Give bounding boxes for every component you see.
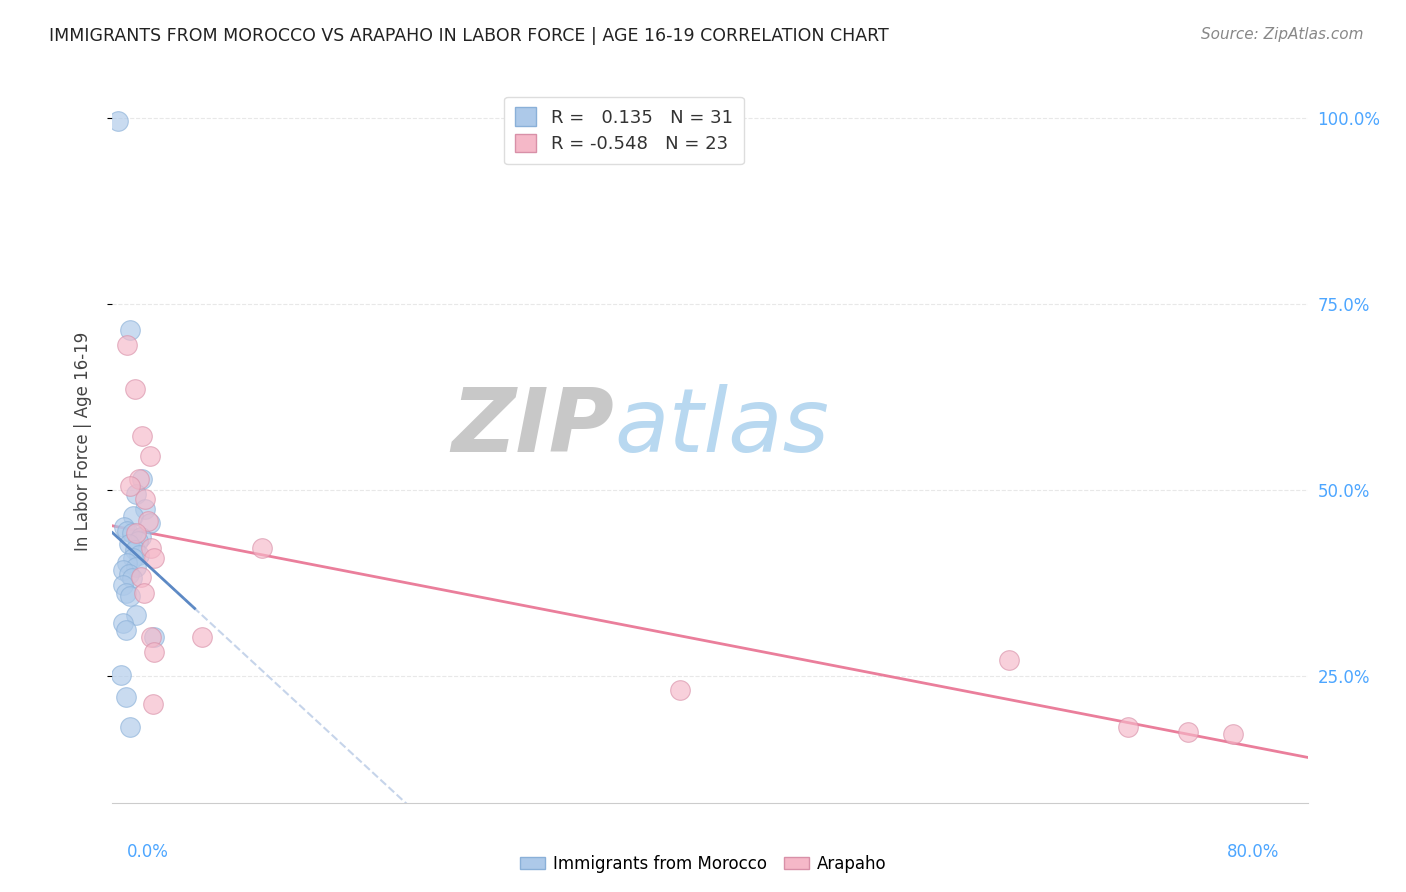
Point — [141, 541, 163, 555]
Point — [1177, 725, 1199, 739]
Point — [127, 533, 149, 548]
Point — [1118, 720, 1140, 734]
Point — [120, 720, 142, 734]
Point — [250, 541, 273, 555]
Point — [143, 631, 166, 645]
Point — [122, 509, 145, 524]
Text: Source: ZipAtlas.com: Source: ZipAtlas.com — [1201, 27, 1364, 42]
Point — [114, 520, 135, 534]
Text: ZIP: ZIP — [451, 384, 614, 471]
Point — [132, 586, 155, 600]
Point — [117, 524, 139, 538]
Point — [128, 548, 150, 562]
Point — [191, 631, 214, 645]
Point — [141, 631, 163, 645]
Y-axis label: In Labor Force | Age 16-19: In Labor Force | Age 16-19 — [73, 332, 91, 551]
Point — [118, 567, 141, 582]
Legend: R =   0.135   N = 31, R = -0.548   N = 23: R = 0.135 N = 31, R = -0.548 N = 23 — [503, 96, 744, 164]
Point — [134, 491, 156, 506]
Text: IMMIGRANTS FROM MOROCCO VS ARAPAHO IN LABOR FORCE | AGE 16-19 CORRELATION CHART: IMMIGRANTS FROM MOROCCO VS ARAPAHO IN LA… — [49, 27, 889, 45]
Point — [125, 608, 148, 623]
Point — [138, 514, 160, 528]
Point — [124, 542, 146, 557]
Point — [121, 526, 143, 541]
Point — [1222, 727, 1244, 741]
Point — [125, 526, 148, 541]
Point — [125, 486, 148, 500]
Point — [115, 690, 138, 704]
Point — [129, 570, 152, 584]
Point — [117, 337, 139, 351]
Point — [117, 556, 139, 570]
Point — [669, 682, 692, 697]
Text: atlas: atlas — [614, 384, 830, 470]
Text: 0.0%: 0.0% — [127, 843, 169, 861]
Point — [139, 516, 162, 531]
Point — [131, 429, 153, 443]
Point — [115, 623, 138, 637]
Point — [142, 698, 165, 712]
Point — [134, 501, 156, 516]
Point — [139, 450, 162, 464]
Point — [120, 479, 142, 493]
Text: 80.0%: 80.0% — [1227, 843, 1279, 861]
Point — [128, 472, 150, 486]
Point — [120, 590, 142, 604]
Point — [124, 383, 146, 397]
Point — [115, 586, 138, 600]
Point — [111, 578, 134, 592]
Point — [129, 530, 152, 544]
Point — [111, 563, 134, 577]
Point — [120, 323, 142, 337]
Point — [111, 615, 134, 630]
Point — [121, 571, 143, 585]
Point — [131, 472, 153, 486]
Point — [110, 667, 132, 681]
Point — [998, 653, 1021, 667]
Legend: Immigrants from Morocco, Arapaho: Immigrants from Morocco, Arapaho — [513, 848, 893, 880]
Point — [143, 551, 166, 566]
Point — [107, 114, 129, 128]
Point — [125, 559, 148, 574]
Point — [143, 645, 166, 659]
Point — [122, 551, 145, 566]
Point — [118, 536, 141, 550]
